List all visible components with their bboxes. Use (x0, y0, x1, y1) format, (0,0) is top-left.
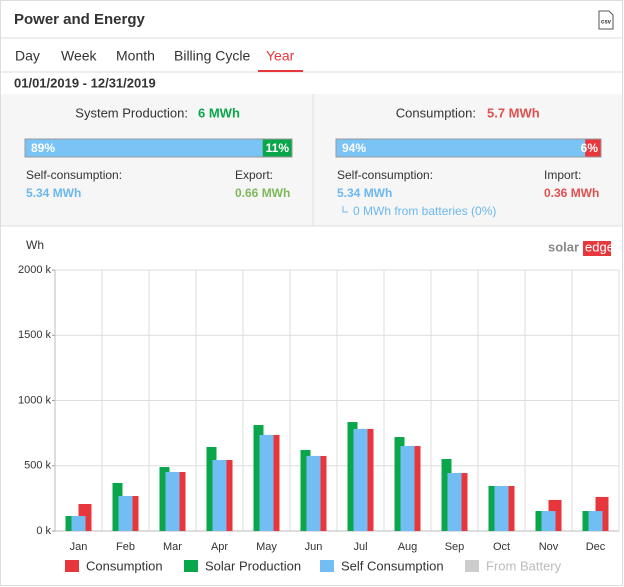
x-tick-label: Sep (445, 541, 465, 553)
x-tick-label: Dec (586, 541, 606, 553)
bar (353, 428, 368, 531)
y-tick-label: 500 k (24, 460, 51, 472)
bar (159, 467, 170, 531)
bar-frame (335, 138, 602, 158)
y-axis-label: Wh (26, 238, 44, 252)
bar-frame (24, 138, 293, 158)
battery-note: 0 MWh from batteries (0%) (353, 204, 496, 218)
production-label: System Production: (75, 105, 188, 120)
legend-swatch[interactable] (465, 560, 479, 572)
import-label: Import: (544, 168, 581, 182)
legend-label[interactable]: From Battery (486, 558, 562, 573)
legend-swatch[interactable] (320, 560, 334, 572)
bar (212, 460, 227, 531)
y-tick-label: 1000 k (18, 394, 52, 406)
x-tick-label: Aug (398, 541, 418, 553)
self-label: Self-consumption: (26, 168, 122, 182)
x-tick-label: Nov (539, 541, 559, 553)
logo-edge: edge (585, 239, 614, 254)
x-tick-label: Jan (70, 541, 88, 553)
y-tick-label: 1500 k (18, 329, 52, 341)
bar (65, 515, 76, 531)
bar (259, 434, 274, 531)
legend-label[interactable]: Self Consumption (341, 558, 444, 573)
bar (582, 511, 593, 531)
legend-swatch[interactable] (65, 560, 79, 572)
bar (118, 496, 133, 531)
x-tick-label: Mar (163, 541, 182, 553)
tab[interactable]: Week (61, 48, 98, 64)
date-range: 01/01/2019 - 12/31/2019 (14, 75, 156, 90)
bar (300, 449, 311, 531)
widget-title: Power and Energy (14, 11, 146, 28)
self-value: 5.34 MWh (337, 186, 392, 200)
share-label: 89% (31, 141, 55, 155)
bar (394, 437, 405, 531)
bar (165, 472, 180, 531)
bar (347, 422, 358, 531)
csv-icon (598, 10, 614, 30)
summary-bg (1, 94, 622, 226)
csv-button[interactable]: csv (598, 10, 614, 30)
legend-label[interactable]: Consumption (86, 558, 163, 573)
export-value: 0.66 MWh (235, 186, 290, 200)
import-value: 0.36 MWh (544, 186, 599, 200)
bar (535, 511, 546, 531)
export-label: Export: (235, 168, 273, 182)
consumption-total: 5.7 MWh (487, 105, 540, 120)
tab[interactable]: Day (15, 48, 40, 64)
y-tick-label: 2000 k (18, 264, 52, 276)
x-tick-label: Feb (116, 541, 135, 553)
bar (441, 458, 452, 531)
legend-label[interactable]: Solar Production (205, 558, 301, 573)
bar (488, 485, 499, 531)
csv-label: csv (601, 20, 612, 26)
bar (112, 482, 123, 531)
share-bar (25, 139, 263, 157)
logo-box (583, 241, 611, 256)
y-tick-label: 0 k (36, 525, 51, 537)
bar (71, 515, 86, 531)
legend-swatch[interactable] (184, 560, 198, 572)
share-label: 6% (581, 141, 599, 155)
self-label: Self-consumption: (337, 168, 433, 182)
share-bar (262, 139, 292, 157)
x-tick-label: May (256, 541, 277, 553)
bar (400, 446, 415, 531)
share-label: 94% (342, 141, 366, 155)
tab[interactable]: Year (266, 48, 295, 64)
share-label: 11% (266, 141, 290, 155)
production-total: 6 MWh (198, 105, 240, 120)
bar (494, 485, 509, 531)
x-tick-label: Jul (353, 541, 367, 553)
share-bar (336, 139, 586, 157)
x-tick-label: Jun (305, 541, 323, 553)
bar (306, 455, 321, 531)
bar (588, 511, 603, 531)
bar (206, 446, 217, 531)
x-tick-label: Apr (211, 541, 228, 553)
bar (541, 511, 556, 531)
logo-solar: solar (548, 239, 579, 254)
bar (253, 425, 264, 531)
branch-icon (342, 206, 348, 213)
active-tab-underline (258, 70, 303, 72)
self-value: 5.34 MWh (26, 186, 81, 200)
tab[interactable]: Billing Cycle (174, 48, 250, 64)
x-tick-label: Oct (493, 541, 510, 553)
share-bar (585, 139, 601, 157)
tab[interactable]: Month (116, 48, 155, 64)
consumption-label: Consumption: (396, 105, 476, 120)
bar (447, 473, 462, 531)
